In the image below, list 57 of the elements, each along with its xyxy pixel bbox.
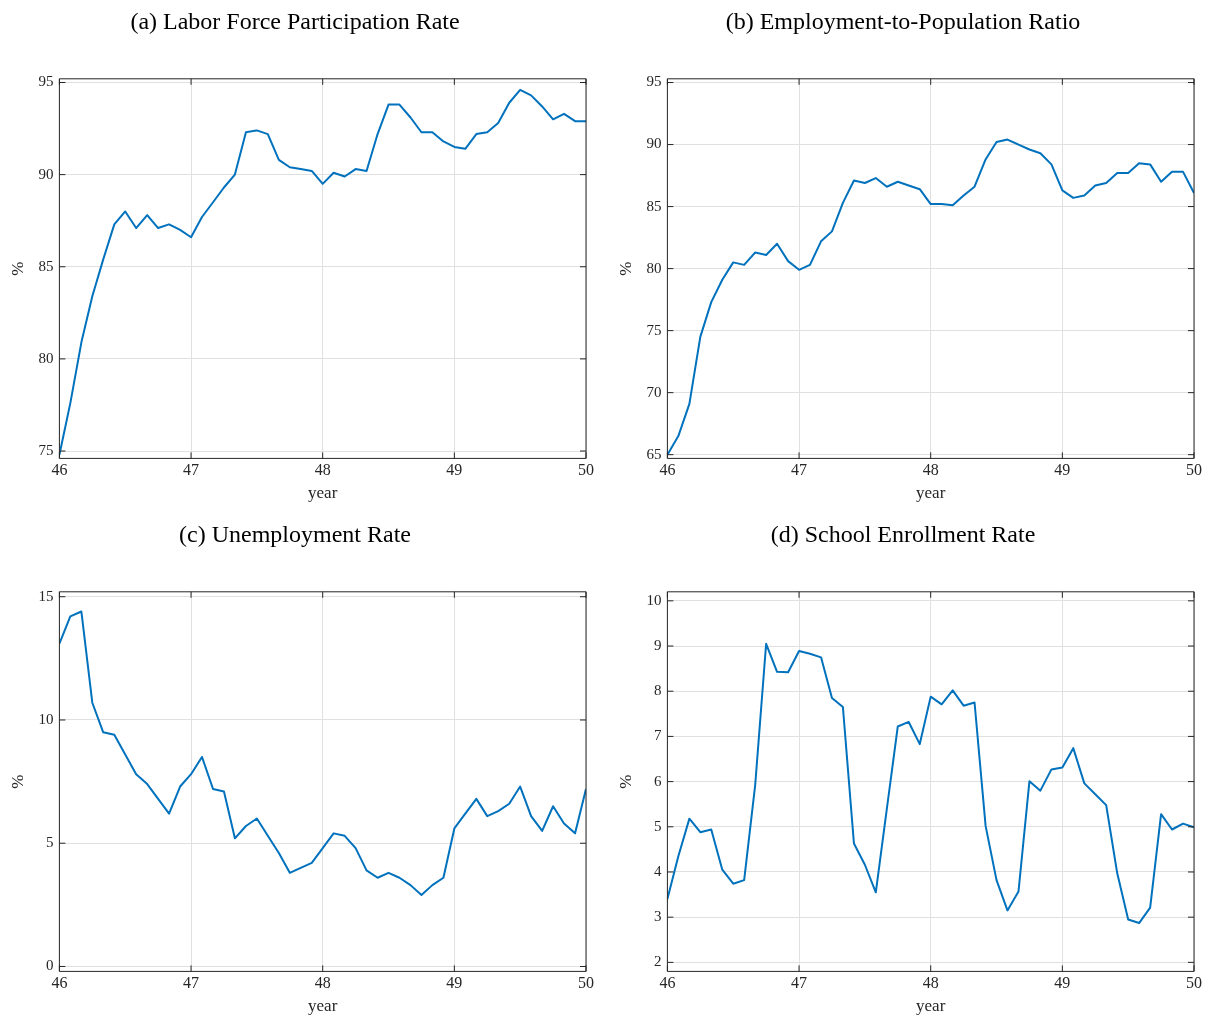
y-axis-title: % — [7, 774, 27, 789]
y-tick-label: 7 — [653, 727, 662, 744]
x-tick-label: 47 — [791, 974, 808, 992]
x-axis-title: year — [916, 483, 946, 503]
y-tick-label: 5 — [45, 834, 54, 851]
x-tick-label: 50 — [578, 461, 594, 479]
x-tick-label: 47 — [791, 461, 808, 479]
x-axis-title: year — [308, 996, 338, 1016]
x-tick-label: 49 — [1054, 461, 1071, 479]
y-tick-label: 80 — [646, 259, 662, 276]
y-tick-label: 0 — [45, 957, 54, 974]
x-tick-label: 46 — [659, 974, 676, 992]
x-tick-label: 48 — [922, 974, 939, 992]
x-tick-label: 48 — [314, 974, 331, 992]
y-axis-title: % — [7, 261, 27, 276]
x-tick-label: 46 — [51, 461, 68, 479]
y-tick-label: 85 — [646, 197, 662, 214]
x-axis-title: year — [916, 996, 946, 1016]
x-tick-label: 47 — [183, 461, 200, 479]
x-tick-label: 49 — [446, 974, 463, 992]
y-tick-label: 3 — [653, 908, 662, 925]
y-tick-label: 4 — [653, 862, 662, 879]
x-tick-label: 50 — [1186, 461, 1202, 479]
y-tick-label: 15 — [38, 587, 54, 604]
x-tick-label: 46 — [51, 974, 68, 992]
y-tick-label: 2 — [653, 953, 662, 970]
x-tick-label: 46 — [659, 461, 676, 479]
chart-title: (d) School Enrollment Rate — [770, 520, 1036, 547]
y-tick-label: 5 — [653, 817, 662, 834]
x-axis-title: year — [308, 483, 338, 503]
y-tick-label: 85 — [38, 257, 54, 274]
y-axis-title: % — [615, 261, 635, 276]
x-tick-label: 48 — [922, 461, 939, 479]
x-tick-label: 47 — [183, 974, 200, 992]
y-tick-label: 70 — [646, 383, 662, 400]
chart-title: (c) Unemployment Rate — [179, 520, 411, 547]
chart-title: (a) Labor Force Participation Rate — [130, 7, 460, 34]
y-tick-label: 65 — [646, 445, 662, 462]
y-tick-label: 10 — [38, 710, 54, 727]
y-tick-label: 75 — [646, 321, 662, 338]
y-tick-label: 6 — [653, 772, 662, 789]
x-tick-label: 50 — [1186, 974, 1202, 992]
y-tick-label: 10 — [646, 591, 662, 608]
y-tick-label: 90 — [38, 165, 54, 182]
x-tick-label: 50 — [578, 974, 594, 992]
y-tick-label: 95 — [38, 73, 54, 90]
chart-title: (b) Employment-to-Population Ratio — [725, 7, 1081, 34]
y-tick-label: 80 — [38, 349, 54, 366]
x-tick-label: 48 — [314, 461, 331, 479]
y-tick-label: 95 — [646, 73, 662, 90]
y-tick-label: 9 — [653, 636, 662, 653]
y-axis-title: % — [615, 774, 635, 789]
x-tick-label: 49 — [1054, 974, 1071, 992]
y-tick-label: 8 — [653, 682, 662, 699]
x-tick-label: 49 — [446, 461, 463, 479]
y-tick-label: 75 — [38, 441, 54, 458]
y-tick-label: 90 — [646, 135, 662, 152]
